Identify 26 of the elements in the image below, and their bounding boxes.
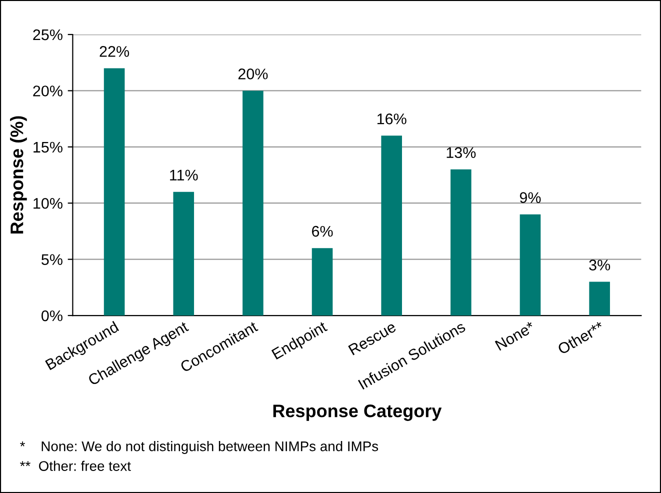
bar [381, 136, 402, 316]
y-tick-label: 5% [42, 254, 62, 266]
y-tick-label: 10% [34, 198, 62, 209]
data-label: 11% [170, 170, 198, 180]
y-tick-label: 25% [33, 29, 62, 40]
data-label: 20% [238, 68, 268, 80]
data-label: 6% [312, 226, 333, 237]
bar [104, 68, 125, 316]
x-axis-title: Response Category [273, 404, 442, 421]
bar [173, 192, 194, 316]
bar [589, 282, 610, 316]
text: ** Other: free text [20, 460, 131, 471]
data-label: 3% [589, 260, 610, 270]
y-tick-label: 15% [34, 142, 62, 153]
data-label: 9% [520, 192, 541, 204]
y-tick-label: 0% [42, 310, 62, 322]
bar [312, 248, 333, 316]
bar [450, 169, 472, 316]
y-axis-title: Response (%) [10, 116, 27, 234]
data-label: 16% [377, 114, 406, 124]
data-label: 22% [100, 46, 130, 57]
text: * None: We do not distinguish between NIMPs and IMPs [20, 441, 378, 454]
bar [520, 214, 541, 316]
data-label: 13% [446, 147, 476, 158]
bar [242, 90, 264, 316]
y-tick-label: 20% [33, 86, 62, 96]
